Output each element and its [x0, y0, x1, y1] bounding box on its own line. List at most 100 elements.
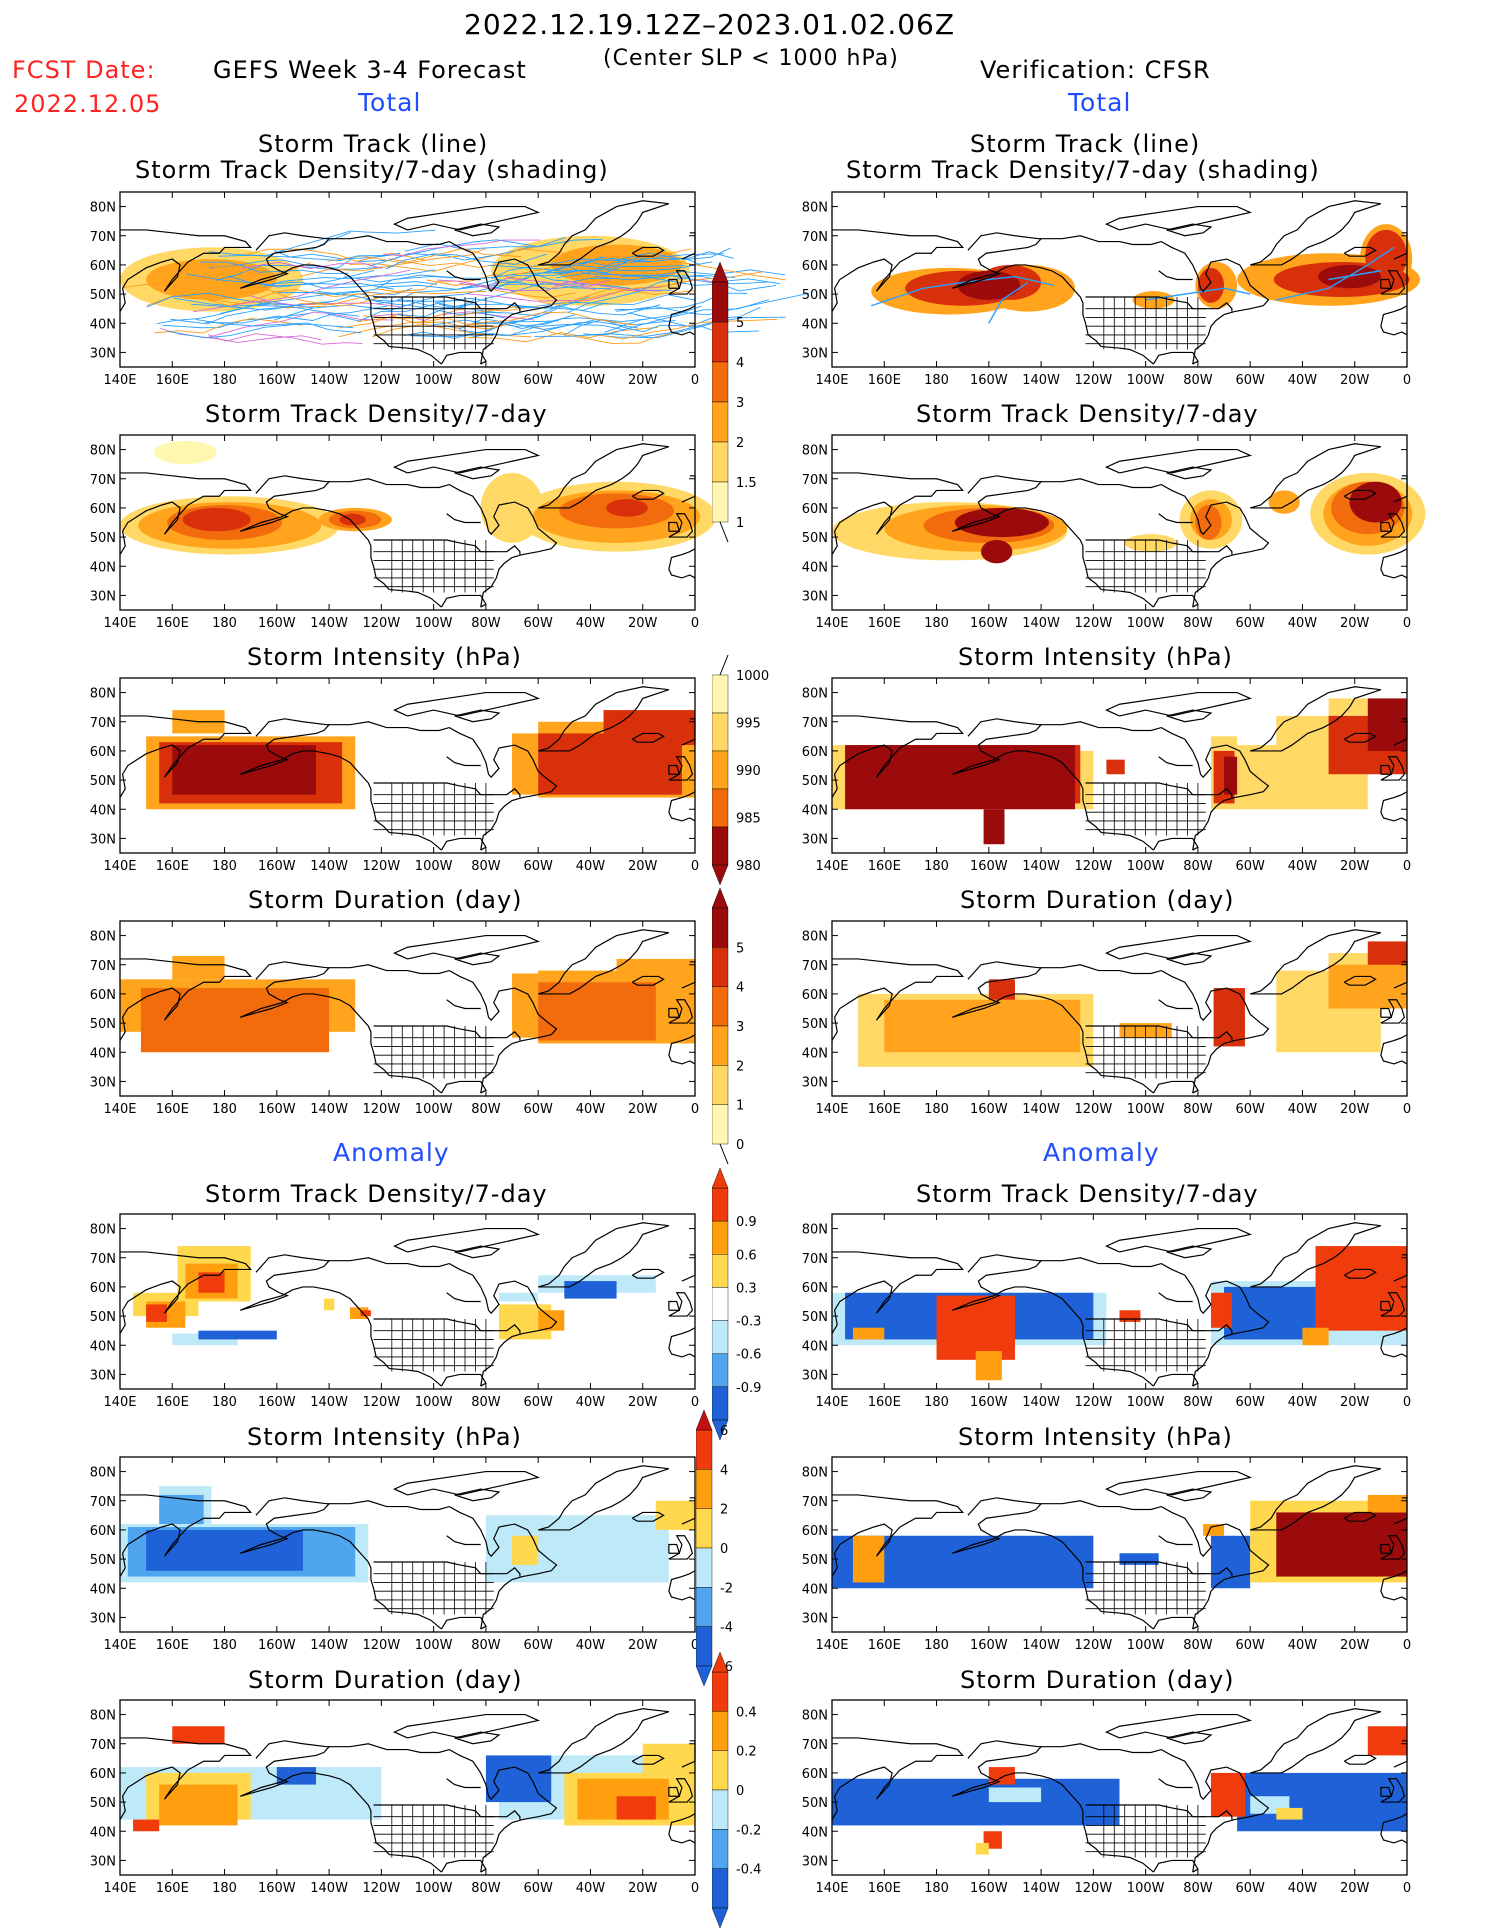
lon-tick-label: 160E — [868, 859, 901, 874]
colorbar-label: 995 — [736, 717, 761, 732]
anomaly-label-right: Anomaly — [1043, 1138, 1160, 1167]
lon-tick-label: 40W — [1288, 859, 1318, 874]
lon-tick-label: 0 — [1403, 1395, 1411, 1410]
lat-tick-label: 70N — [802, 473, 828, 488]
lon-tick-label: 140W — [310, 616, 348, 631]
map-forecast-duration-svg: 140E 160E 180 160W 140W 120W 100W 80W 60W 40W 20W 0… — [90, 920, 699, 1117]
map-forecast-density-anom: 140E 160E 180 160W 140W 120W 100W 80W 60W 40W 20W 0… — [90, 1213, 699, 1410]
lat-tick-label: 40N — [90, 560, 116, 575]
lon-tick-label: 60W — [523, 1638, 553, 1653]
lon-tick-label: 20W — [628, 859, 658, 874]
lat-tick-label: 30N — [90, 1854, 116, 1869]
lon-tick-label: 120W — [363, 1881, 401, 1896]
lat-tick-label: 60N — [802, 1767, 828, 1782]
lat-tick-label: 30N — [802, 1854, 828, 1869]
ptitle-l1b: Storm Track Density/7-day (shading) — [135, 156, 609, 184]
lon-tick-label: 160W — [970, 1395, 1008, 1410]
lat-tick-label: 30N — [90, 832, 116, 847]
lon-tick-label: 120W — [363, 1395, 401, 1410]
lon-tick-label: 40W — [1288, 373, 1318, 388]
colorbar-label: 2 — [736, 436, 744, 451]
lon-tick-label: 180 — [212, 1102, 237, 1117]
lon-tick-label: 100W — [1127, 373, 1165, 388]
lat-tick-label: 50N — [802, 1310, 828, 1325]
lon-tick-label: 120W — [1075, 1395, 1113, 1410]
lon-tick-label: 180 — [212, 373, 237, 388]
lon-tick-label: 140E — [103, 859, 136, 874]
colorbar-label: 5 — [736, 316, 744, 331]
ptitle-l4: Storm Duration (day) — [248, 886, 523, 914]
lat-tick-label: 50N — [802, 1553, 828, 1568]
lat-tick-label: 50N — [802, 1017, 828, 1032]
lon-tick-label: 160E — [156, 1395, 189, 1410]
ptitle-l1a: Storm Track (line) — [258, 130, 489, 158]
right-title: Verification: CFSR — [980, 56, 1211, 84]
lat-tick-label: 80N — [90, 1466, 116, 1481]
lon-tick-label: 20W — [628, 1102, 658, 1117]
lon-tick-label: 120W — [1075, 616, 1113, 631]
colorbar-label: 4 — [720, 1463, 728, 1478]
colorbar-label: 0 — [736, 1138, 744, 1153]
lat-tick-label: 60N — [802, 1281, 828, 1296]
anomaly-label-left: Anomaly — [333, 1138, 450, 1167]
colorbar-label: -4 — [720, 1621, 733, 1636]
lon-tick-label: 140E — [103, 616, 136, 631]
colorbar-label: -0.3 — [736, 1314, 761, 1329]
lon-tick-label: 120W — [1075, 1881, 1113, 1896]
lon-tick-label: 140W — [1022, 1881, 1060, 1896]
center-note: (Center SLP < 1000 hPa) — [603, 46, 899, 71]
lat-tick-label: 30N — [90, 346, 116, 361]
lat-tick-label: 70N — [802, 1252, 828, 1267]
map-verification-duration-anom: 140E 160E 180 160W 140W 120W 100W 80W 60W 40W 20W 0… — [802, 1699, 1411, 1896]
lon-tick-label: 20W — [1340, 1638, 1370, 1653]
map-verification-duration: 140E 160E 180 160W 140W 120W 100W 80W 60W 40W 20W 0… — [802, 920, 1411, 1117]
lon-tick-label: 20W — [1340, 616, 1370, 631]
lon-tick-label: 100W — [415, 1638, 453, 1653]
colorbar-intensity-anom: 6 4 2 0 -2 -4 -6 — [695, 1409, 766, 1690]
map-verification-track: 140E 160E 180 160W 140W 120W 100W 80W 60W 40W 20W 0… — [802, 191, 1421, 388]
map-verification-density-anom-svg: 140E 160E 180 160W 140W 120W 100W 80W 60W 40W 20W 0… — [802, 1213, 1411, 1410]
lon-tick-label: 40W — [576, 1638, 606, 1653]
map-verification-density-svg: 140E 160E 180 160W 140W 120W 100W 80W 60W 40W 20W 0… — [802, 434, 1426, 631]
lon-tick-label: 120W — [363, 616, 401, 631]
lon-tick-label: 100W — [415, 1395, 453, 1410]
lon-tick-label: 140E — [815, 616, 848, 631]
lon-tick-label: 140E — [103, 1102, 136, 1117]
colorbar-label: 985 — [736, 812, 761, 827]
lat-tick-label: 30N — [90, 589, 116, 604]
lon-tick-label: 160E — [156, 616, 189, 631]
lat-tick-label: 70N — [802, 716, 828, 731]
lon-tick-label: 180 — [924, 859, 949, 874]
lon-tick-label: 0 — [691, 1881, 699, 1896]
colorbar-label: 2 — [720, 1503, 728, 1518]
colorbar-label: -0.9 — [736, 1381, 761, 1396]
lat-tick-label: 30N — [90, 1075, 116, 1090]
lat-tick-label: 50N — [90, 1796, 116, 1811]
colorbar-label: 1.5 — [736, 476, 757, 491]
lon-tick-label: 120W — [363, 1102, 401, 1117]
lat-tick-label: 40N — [90, 317, 116, 332]
map-verification-intensity-anom: 140E 160E 180 160W 140W 120W 100W 80W 60W 40W 20W 0… — [802, 1456, 1411, 1653]
lon-tick-label: 140W — [310, 1638, 348, 1653]
total-label-left: Total — [358, 88, 422, 117]
lon-tick-label: 140E — [815, 1881, 848, 1896]
lat-tick-label: 50N — [90, 288, 116, 303]
lon-tick-label: 180 — [212, 1638, 237, 1653]
lon-tick-label: 80W — [1183, 859, 1213, 874]
lon-tick-label: 120W — [363, 373, 401, 388]
map-verification-density: 140E 160E 180 160W 140W 120W 100W 80W 60W 40W 20W 0… — [802, 434, 1426, 631]
lon-tick-label: 0 — [1403, 373, 1411, 388]
colorbar-label: 1000 — [736, 669, 769, 684]
lon-tick-label: 40W — [576, 859, 606, 874]
lat-tick-label: 30N — [802, 1368, 828, 1383]
lon-tick-label: 160E — [868, 1638, 901, 1653]
lat-tick-label: 80N — [90, 687, 116, 702]
map-forecast-density-svg: 140E 160E 180 160W 140W 120W 100W 80W 60W 40W 20W 0… — [90, 434, 716, 631]
lon-tick-label: 160E — [868, 1102, 901, 1117]
lat-tick-label: 30N — [802, 1611, 828, 1626]
lon-tick-label: 80W — [1183, 1102, 1213, 1117]
colorbar-intensity-total: 1000 995 990 985 980 — [711, 654, 782, 889]
lat-tick-label: 80N — [90, 1709, 116, 1724]
lon-tick-label: 180 — [924, 1881, 949, 1896]
lon-tick-label: 160W — [258, 1395, 296, 1410]
